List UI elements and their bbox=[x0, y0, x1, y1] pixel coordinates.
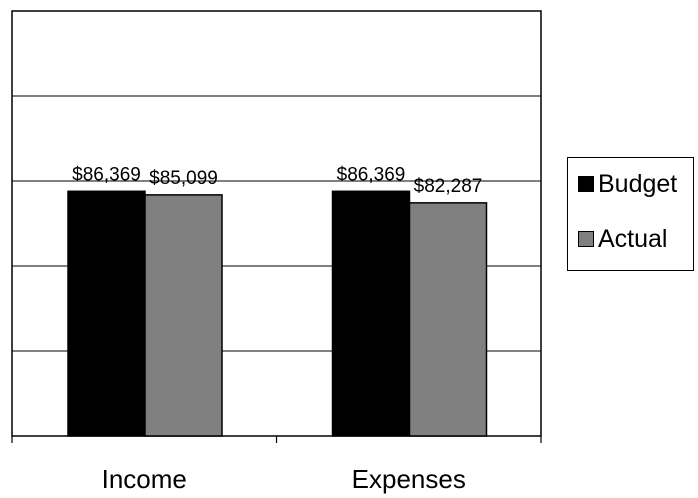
legend-item-actual: Actual bbox=[578, 224, 667, 254]
x-label-expenses: Expenses bbox=[352, 464, 466, 494]
legend-label-actual: Actual bbox=[598, 225, 668, 253]
data-labels: $86,369 $85,099 $86,369 $82,287 bbox=[72, 164, 482, 197]
data-label-actual-income: $85,099 bbox=[149, 168, 218, 189]
data-label-budget-income: $86,369 bbox=[72, 164, 141, 185]
legend-label-budget: Budget bbox=[598, 170, 678, 198]
x-label-income: Income bbox=[102, 464, 187, 494]
bars bbox=[67, 190, 488, 437]
legend-item-budget: Budget bbox=[578, 169, 677, 199]
bar-budget-expenses bbox=[331, 190, 411, 437]
bar-budget-income bbox=[67, 190, 146, 437]
bar-actual-expenses bbox=[408, 202, 488, 437]
x-axis-labels: Income Expenses bbox=[102, 464, 466, 494]
legend: Budget Actual bbox=[567, 157, 694, 271]
bar-actual-income bbox=[144, 194, 223, 437]
data-label-budget-expenses: $86,369 bbox=[337, 164, 406, 185]
legend-swatch-actual bbox=[578, 231, 594, 247]
x-axis-ticks bbox=[11, 436, 542, 443]
legend-swatch-budget bbox=[578, 176, 594, 192]
data-label-actual-expenses: $82,287 bbox=[414, 176, 483, 197]
